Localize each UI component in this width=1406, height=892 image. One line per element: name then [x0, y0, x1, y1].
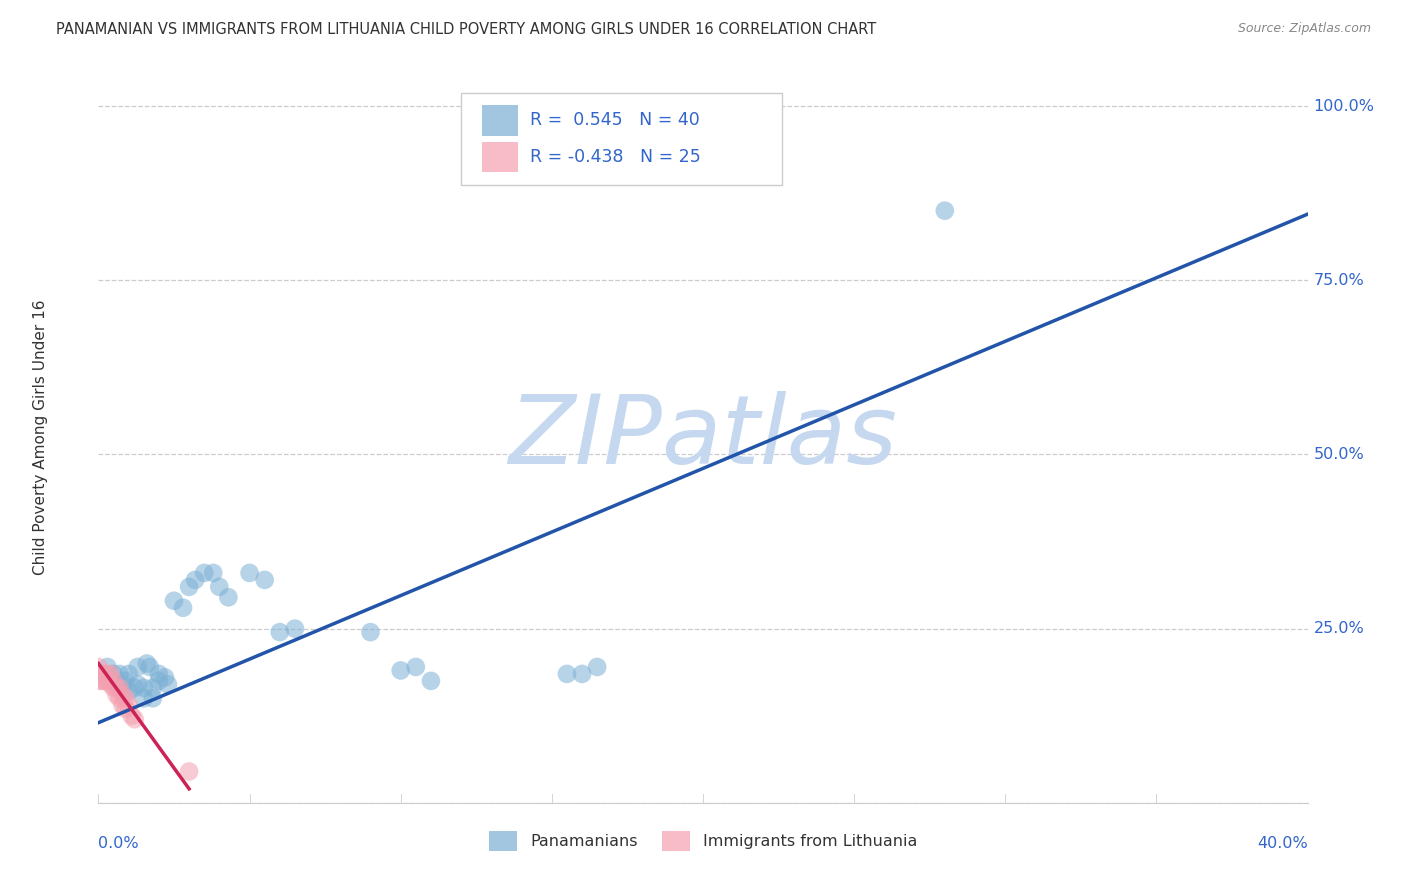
Point	[555, 667, 578, 681]
Text: 40.0%: 40.0%	[1257, 836, 1308, 851]
Point	[114, 702, 136, 716]
Point	[87, 667, 110, 681]
Point	[132, 691, 155, 706]
Point	[103, 681, 125, 695]
FancyBboxPatch shape	[461, 94, 782, 185]
Point	[127, 660, 149, 674]
Point	[96, 667, 118, 681]
Point	[148, 667, 170, 681]
Point	[87, 673, 110, 688]
Point	[108, 681, 131, 695]
Point	[163, 594, 186, 608]
Point	[179, 764, 201, 779]
Text: R = -0.438   N = 25: R = -0.438 N = 25	[530, 148, 700, 166]
Text: Source: ZipAtlas.com: Source: ZipAtlas.com	[1237, 22, 1371, 36]
Point	[405, 660, 427, 674]
Point	[118, 667, 141, 681]
Point	[253, 573, 276, 587]
Legend: Panamanians, Immigrants from Lithuania: Panamanians, Immigrants from Lithuania	[482, 825, 924, 857]
Point	[389, 664, 412, 678]
Point	[111, 698, 134, 713]
Point	[208, 580, 231, 594]
Point	[139, 660, 162, 674]
Point	[934, 203, 956, 218]
Text: ZIPatlas: ZIPatlas	[509, 391, 897, 483]
Text: 100.0%: 100.0%	[1313, 99, 1375, 113]
Text: PANAMANIAN VS IMMIGRANTS FROM LITHUANIA CHILD POVERTY AMONG GIRLS UNDER 16 CORRE: PANAMANIAN VS IMMIGRANTS FROM LITHUANIA …	[56, 22, 876, 37]
Point	[111, 688, 134, 702]
Text: 50.0%: 50.0%	[1313, 447, 1364, 462]
Text: R =  0.545   N = 40: R = 0.545 N = 40	[530, 112, 700, 129]
Point	[118, 698, 141, 713]
Point	[202, 566, 225, 580]
Point	[111, 677, 134, 691]
Point	[420, 673, 443, 688]
Point	[96, 673, 118, 688]
Point	[127, 677, 149, 691]
Point	[87, 660, 110, 674]
Point	[96, 660, 118, 674]
Point	[124, 681, 146, 695]
Point	[360, 625, 382, 640]
Point	[132, 681, 155, 695]
Point	[284, 622, 307, 636]
Point	[193, 566, 215, 580]
Point	[142, 691, 165, 706]
Point	[100, 667, 122, 681]
Point	[586, 660, 609, 674]
Point	[118, 684, 141, 698]
Point	[93, 667, 115, 681]
Text: Child Poverty Among Girls Under 16: Child Poverty Among Girls Under 16	[32, 300, 48, 574]
Text: 0.0%: 0.0%	[98, 836, 139, 851]
Point	[135, 657, 157, 671]
Point	[114, 673, 136, 688]
Text: 25.0%: 25.0%	[1313, 621, 1364, 636]
Point	[103, 667, 125, 681]
Point	[90, 667, 112, 681]
Point	[153, 670, 176, 684]
Point	[90, 673, 112, 688]
Point	[114, 691, 136, 706]
Point	[217, 591, 239, 605]
Point	[108, 667, 131, 681]
Text: 75.0%: 75.0%	[1313, 273, 1364, 288]
Point	[156, 677, 179, 691]
Point	[172, 600, 194, 615]
Point	[142, 681, 165, 695]
Point	[121, 708, 143, 723]
Point	[108, 691, 131, 706]
Point	[105, 688, 128, 702]
Point	[269, 625, 291, 640]
Point	[100, 677, 122, 691]
Point	[184, 573, 207, 587]
Point	[103, 673, 125, 688]
Bar	[482, 105, 517, 136]
Bar	[482, 142, 517, 172]
Point	[179, 580, 201, 594]
Point	[148, 673, 170, 688]
Point	[239, 566, 262, 580]
Point	[124, 712, 146, 726]
Point	[93, 673, 115, 688]
Point	[571, 667, 593, 681]
Point	[105, 681, 128, 695]
